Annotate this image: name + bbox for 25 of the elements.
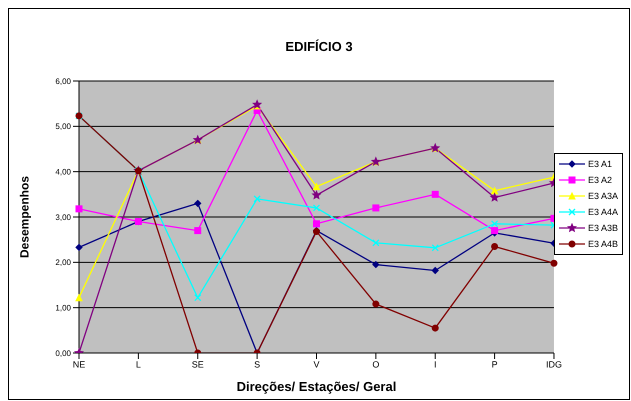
x-tick-label: I	[434, 359, 436, 370]
x-tick-label: NE	[72, 359, 86, 370]
legend-label: E3 A4A	[588, 206, 618, 219]
y-tick-label: 6,00	[55, 76, 72, 86]
y-axis-title: Desempenhos	[17, 176, 32, 258]
x-tick-label: SE	[192, 359, 204, 370]
x-axis-title: Direções/ Estações/ Geral	[236, 379, 396, 394]
y-tick-label: 4,00	[55, 168, 72, 177]
y-tick-label: 3,00	[55, 212, 72, 222]
x-tick-label: P	[492, 359, 498, 370]
legend-label: E3 A3A	[588, 190, 618, 203]
x-tick-label: V	[313, 359, 320, 370]
x-tick-label: L	[136, 359, 141, 370]
legend-label: E3 A3B	[588, 222, 618, 235]
legend-label: E3 A2	[588, 174, 612, 187]
y-tick-label: 1,00	[55, 304, 72, 313]
x-tick-label: IDG	[546, 359, 562, 370]
legend-label: E3 A1	[588, 158, 612, 171]
y-tick-label: 0,00	[55, 348, 72, 358]
x-tick-label: S	[254, 359, 260, 370]
chart-title: EDIFÍCIO 3	[284, 39, 354, 54]
legend-label: E3 A4B	[588, 238, 618, 251]
x-tick-label: O	[372, 359, 380, 370]
y-tick-label: 5,00	[55, 122, 72, 132]
y-tick-label: 2,00	[55, 258, 72, 268]
